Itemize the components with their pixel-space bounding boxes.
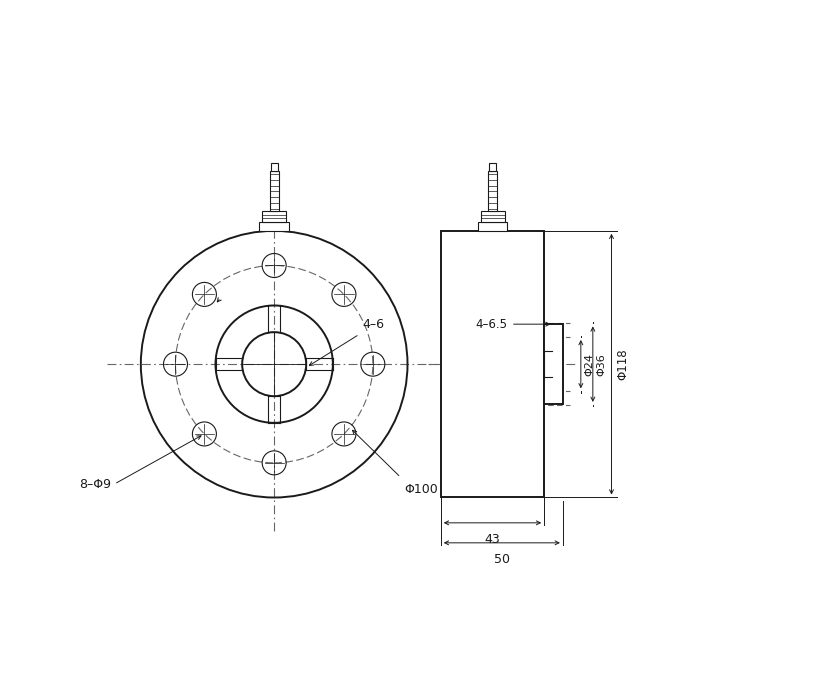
Bar — [262, 211, 286, 222]
Bar — [489, 163, 496, 171]
Text: 43: 43 — [484, 533, 500, 546]
Bar — [478, 222, 507, 231]
Text: Φ36: Φ36 — [596, 353, 606, 375]
Text: 4–6.5: 4–6.5 — [475, 318, 508, 331]
Bar — [271, 163, 277, 171]
Text: 4–6: 4–6 — [363, 318, 385, 331]
Text: Φ118: Φ118 — [617, 348, 630, 380]
Bar — [260, 222, 289, 231]
Text: 50: 50 — [493, 553, 510, 566]
Text: Φ100: Φ100 — [404, 483, 438, 496]
Bar — [488, 171, 497, 211]
Bar — [544, 324, 563, 404]
Text: Φ24: Φ24 — [584, 352, 595, 376]
Bar — [480, 211, 504, 222]
Bar — [441, 231, 544, 497]
Text: 8–Φ9: 8–Φ9 — [78, 478, 111, 491]
Bar — [270, 171, 279, 211]
